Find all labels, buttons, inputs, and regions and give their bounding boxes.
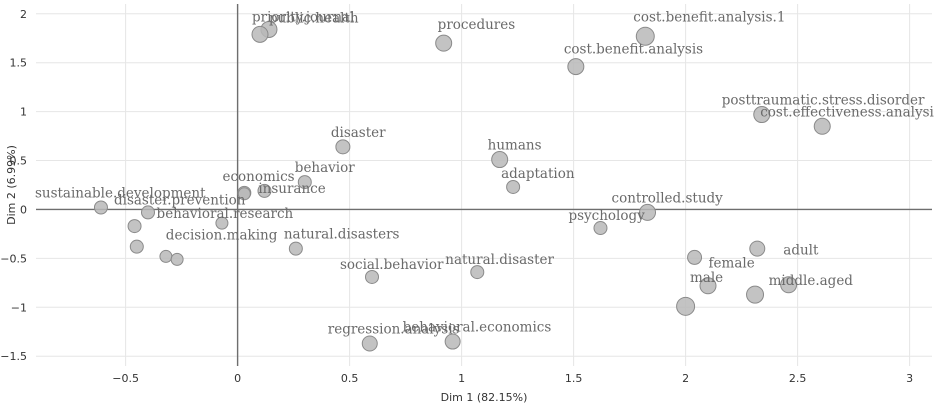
data-point: [297, 175, 312, 190]
point-label: economics: [222, 169, 294, 185]
data-point: [676, 296, 696, 316]
y-tick-label: 0.5: [10, 155, 28, 168]
y-tick-label: −1.5: [0, 350, 27, 363]
point-label: natural.disaster: [445, 252, 554, 268]
data-point: [93, 200, 108, 215]
point-label: behavioral.research: [157, 206, 294, 222]
data-points: [93, 20, 831, 352]
point-label: posttraumatic.stress.disorder: [722, 93, 925, 109]
data-point: [335, 139, 351, 155]
data-point: [780, 276, 798, 294]
y-tick-label: 1.5: [10, 57, 28, 70]
point-label: middle.aged: [769, 273, 854, 289]
data-point: [699, 277, 717, 295]
point-label: disaster: [331, 125, 386, 141]
point-label: disaster.prevention: [114, 192, 246, 208]
data-point: [257, 183, 272, 198]
x-tick-label: 1.5: [565, 372, 583, 385]
y-tick-label: 1: [20, 106, 27, 119]
x-tick-label: 0.5: [341, 372, 359, 385]
data-point: [567, 58, 585, 76]
data-point: [813, 117, 831, 135]
data-point: [470, 265, 485, 280]
x-axis-ticks: −0.5 0 0.5 1 1.5 2 2.5 3: [112, 372, 913, 385]
x-tick-label: 2: [682, 372, 689, 385]
point-label: social.behavior: [340, 257, 444, 273]
point-label: procedures: [438, 17, 516, 33]
y-tick-label: 2: [20, 8, 27, 21]
data-point: [506, 179, 521, 194]
point-label: psychology: [568, 208, 645, 224]
data-point: [361, 335, 378, 352]
data-point: [215, 216, 229, 230]
y-axis-title: Dim 2 (6.99%): [5, 145, 18, 225]
x-tick-label: 2.5: [789, 372, 807, 385]
x-axis-title: Dim 1 (82.15%): [441, 391, 528, 404]
data-point: [129, 239, 144, 254]
data-point: [435, 34, 453, 52]
y-tick-label: −1: [11, 301, 27, 314]
data-point: [635, 26, 655, 46]
data-point: [170, 252, 184, 266]
y-tick-label: −0.5: [0, 252, 27, 265]
point-label: decision.making: [166, 228, 278, 244]
point-label: natural.disasters: [284, 227, 400, 243]
x-tick-label: 1: [458, 372, 465, 385]
data-point: [159, 249, 173, 263]
x-tick-label: 3: [906, 372, 913, 385]
point-label: public.health: [269, 10, 359, 26]
point-label: behavior: [295, 160, 355, 176]
point-label: cost.benefit.analysis.1: [633, 9, 785, 25]
point-label: regression.analysis: [328, 321, 460, 337]
point-label: male: [690, 270, 723, 286]
point-label: humans: [488, 138, 542, 154]
data-point: [491, 151, 509, 169]
point-label: controlled.study: [612, 190, 724, 206]
x-tick-label: 0: [234, 372, 241, 385]
point-label: cost.effectiveness.analysis: [760, 104, 934, 120]
point-label: cost.benefit.analysis: [564, 42, 703, 58]
reference-lines: [36, 4, 932, 366]
data-point: [444, 333, 461, 350]
data-point: [593, 221, 608, 236]
point-label: priority.journal: [252, 9, 354, 25]
data-point: [365, 269, 379, 284]
point-label: adult: [783, 243, 819, 259]
data-point: [753, 106, 771, 124]
point-label: behavioral.economics: [403, 320, 552, 336]
data-point: [141, 205, 155, 220]
data-point: [237, 187, 251, 201]
data-point: [749, 240, 766, 257]
y-tick-label: 0: [20, 203, 27, 216]
y-axis-ticks: −1.5 −1 −0.5 0 0.5 1 1.5 2: [0, 8, 27, 363]
data-point: [251, 25, 269, 43]
data-point: [127, 219, 142, 234]
point-label: sustainable.development: [35, 186, 206, 202]
data-point: [687, 249, 703, 265]
point-label: insurance: [258, 181, 325, 197]
point-label: adaptation: [501, 166, 575, 182]
data-point: [288, 241, 303, 256]
x-tick-label: −0.5: [112, 372, 139, 385]
data-point: [746, 285, 765, 304]
data-point: [639, 203, 657, 221]
point-label: female: [709, 255, 755, 271]
